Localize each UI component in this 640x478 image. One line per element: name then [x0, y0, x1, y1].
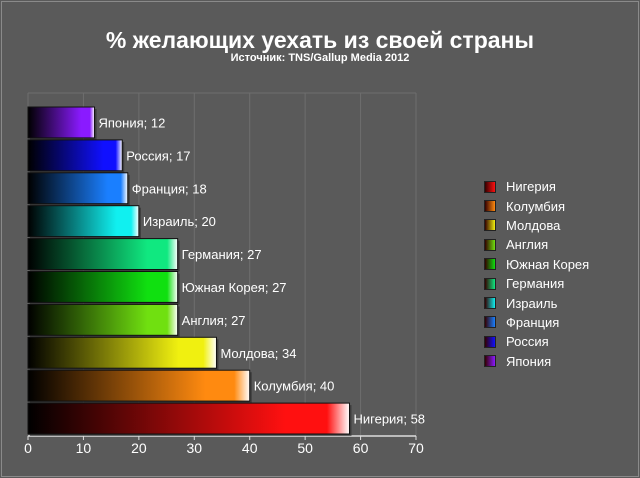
legend-label: Молдова — [506, 217, 561, 233]
bar-5 — [27, 271, 179, 303]
legend-label: Россия — [506, 334, 549, 350]
legend-swatch — [484, 316, 496, 329]
data-label: Франция; 18 — [132, 181, 207, 196]
legend-label: Япония — [506, 353, 552, 369]
bar-6 — [27, 303, 179, 336]
legend-item: Япония — [484, 352, 589, 371]
bar-1 — [27, 139, 123, 172]
x-tick-label: 0 — [24, 440, 32, 456]
data-label: Колумбия; 40 — [254, 379, 335, 394]
bar-9 — [27, 402, 350, 435]
legend-label: Нигерия — [506, 179, 556, 195]
legend-item: Англия — [484, 235, 589, 254]
bar-4 — [27, 238, 179, 271]
legend-swatch — [484, 335, 496, 348]
x-tick-label: 70 — [408, 440, 424, 456]
legend-label: Франция — [506, 314, 560, 330]
bar-7 — [27, 336, 217, 369]
legend-swatch — [484, 200, 496, 213]
x-tick-label: 50 — [297, 440, 313, 456]
data-label: Англия; 27 — [182, 313, 246, 328]
legend-swatch — [484, 277, 496, 290]
legend-item: Германия — [484, 274, 589, 293]
legend-swatch — [484, 297, 496, 310]
legend: Нигерия Колумбия Молдова Англия Южная Корея Г… — [484, 177, 589, 371]
chart-title: % желающих уехать из своей страны — [105, 27, 535, 53]
bar-8 — [27, 369, 251, 402]
legend-swatch — [484, 180, 496, 193]
x-tick-label: 60 — [353, 440, 369, 456]
data-label: Германия; 27 — [182, 247, 262, 262]
legend-item: Колумбия — [484, 196, 589, 215]
legend-label: Англия — [506, 237, 549, 253]
legend-item: Израиль — [484, 293, 589, 312]
legend-label: Израиль — [506, 295, 558, 311]
x-tick-label: 30 — [186, 440, 202, 456]
data-label: Южная Корея; 27 — [182, 280, 287, 295]
legend-label: Германия — [506, 276, 565, 292]
data-label: Япония; 12 — [99, 115, 166, 130]
legend-item: Россия — [484, 332, 589, 351]
x-tick-label: 10 — [76, 440, 92, 456]
bar-2 — [27, 172, 129, 205]
legend-swatch — [484, 258, 496, 271]
legend-item: Южная Корея — [484, 255, 589, 274]
chart-subtitle: Источник: TNS/Gallup Media 2012 — [230, 52, 410, 64]
legend-swatch — [484, 355, 496, 368]
legend-item: Молдова — [484, 216, 589, 235]
bar-3 — [27, 205, 140, 238]
legend-label: Южная Корея — [506, 256, 590, 272]
data-label: Россия; 17 — [126, 148, 190, 163]
data-label: Израиль; 20 — [143, 214, 216, 229]
legend-item: Нигерия — [484, 177, 589, 196]
legend-swatch — [484, 238, 496, 251]
x-tick-label: 40 — [242, 440, 258, 456]
legend-swatch — [484, 219, 496, 232]
legend-label: Колумбия — [506, 198, 565, 214]
legend-item: Франция — [484, 313, 589, 332]
data-label: Молдова; 34 — [220, 346, 296, 361]
data-label: Нигерия; 58 — [353, 412, 425, 427]
bar-0 — [27, 106, 96, 139]
x-tick-label: 20 — [131, 440, 147, 456]
